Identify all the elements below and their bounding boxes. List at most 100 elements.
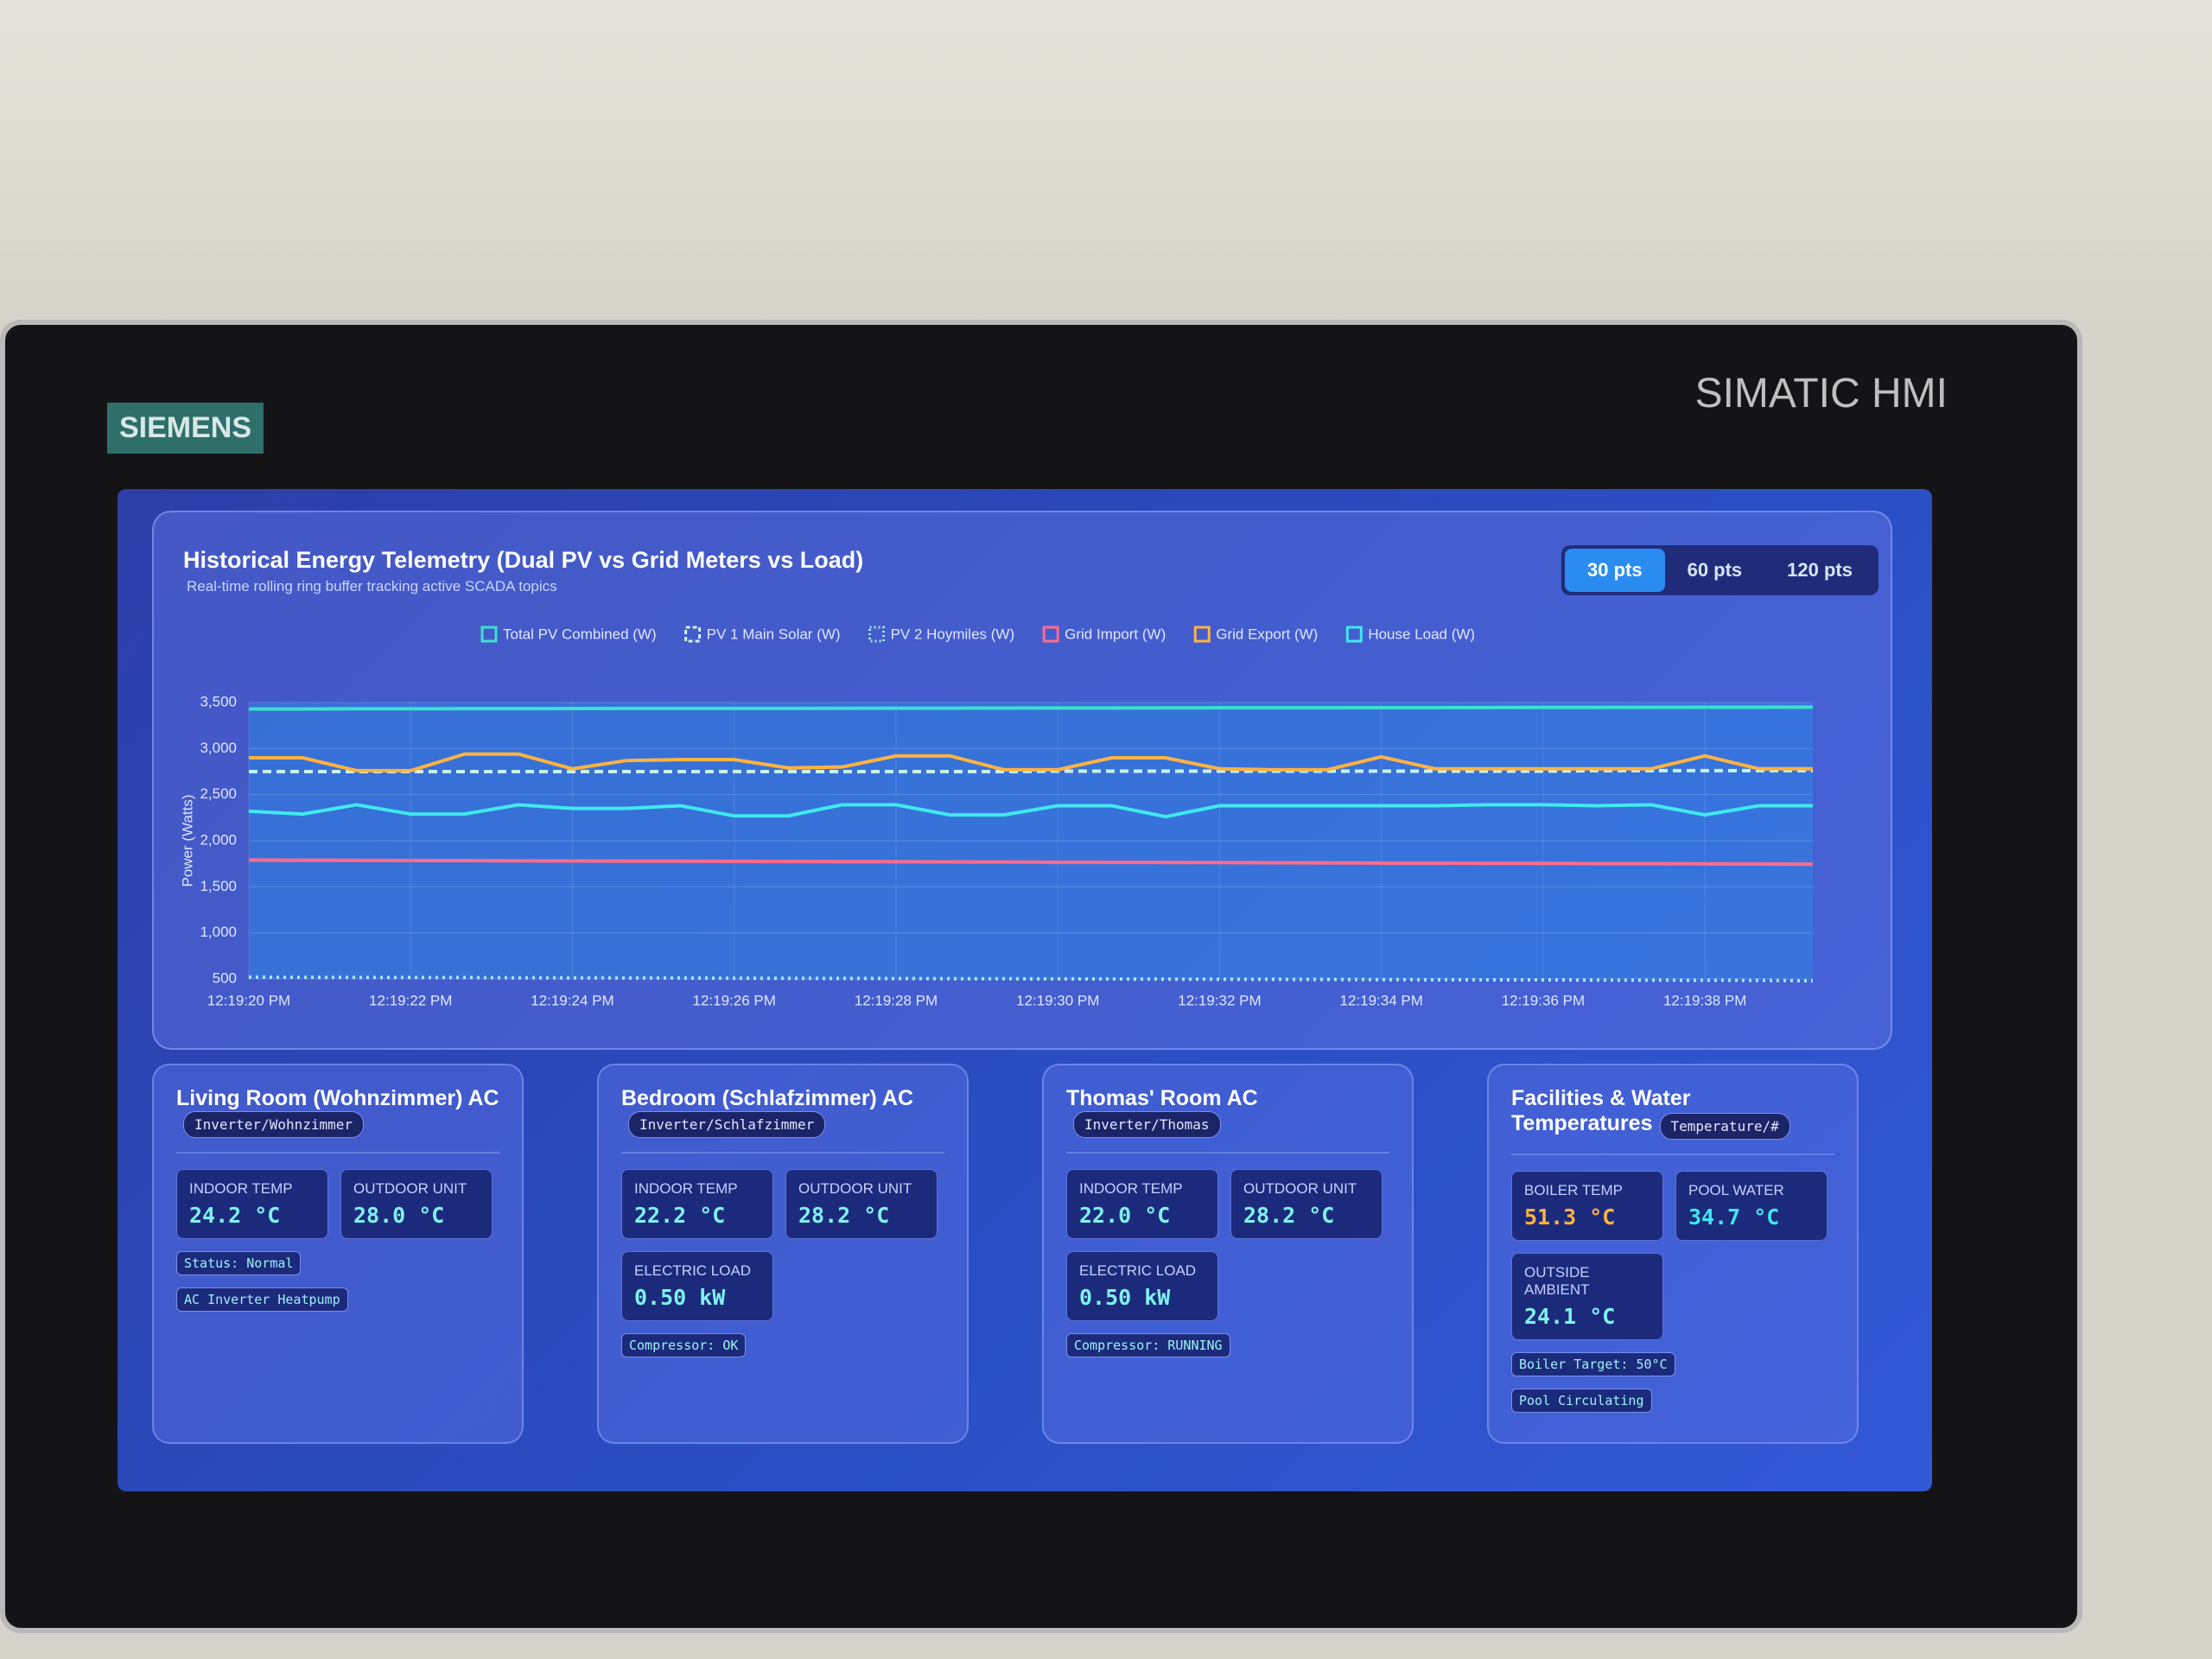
legend-label: Total PV Combined (W) bbox=[503, 626, 657, 642]
metric-box: POOL WATER 34.7 °C bbox=[1675, 1171, 1827, 1242]
card-title: Bedroom (Schlafzimmer) AC bbox=[621, 1086, 914, 1110]
metric-label: OUTDOOR UNIT bbox=[798, 1180, 912, 1197]
y-tick-label: 2,000 bbox=[200, 831, 237, 848]
legend-swatch bbox=[1193, 626, 1211, 643]
status-badge: Boiler Target: 50°C bbox=[1511, 1352, 1675, 1377]
range-button[interactable]: 60 pts bbox=[1687, 559, 1743, 581]
metric-label: POOL WATER bbox=[1688, 1182, 1784, 1199]
status-badge: AC Inverter Heatpump bbox=[176, 1287, 348, 1312]
x-tick-label: 12:19:20 PM bbox=[207, 992, 290, 1008]
legend-label: Grid Import (W) bbox=[1065, 626, 1166, 642]
metric-box: ELECTRIC LOAD 0.50 kW bbox=[1066, 1251, 1218, 1321]
metric-label: ELECTRIC LOAD bbox=[1079, 1262, 1197, 1279]
metric-box: INDOOR TEMP 22.2 °C bbox=[621, 1169, 773, 1239]
metric-label: OUTDOOR UNIT bbox=[1243, 1180, 1357, 1197]
x-tick-label: 12:19:38 PM bbox=[1663, 992, 1746, 1008]
card-title: Thomas' Room AC bbox=[1066, 1086, 1258, 1110]
metric-value: 24.1 °C bbox=[1524, 1304, 1616, 1330]
metric-box: OUTDOOR UNIT 28.2 °C bbox=[785, 1169, 938, 1239]
range-button[interactable]: 30 pts bbox=[1564, 549, 1665, 592]
status-badge: Pool Circulating bbox=[1511, 1389, 1652, 1414]
metric-box: BOILER TEMP 51.3 °C bbox=[1511, 1171, 1663, 1242]
metric-value: 0.50 kW bbox=[634, 1285, 726, 1310]
y-tick-label: 1,000 bbox=[200, 924, 237, 940]
device-card: Thomas' Room ACInverter/Thomas INDOOR TEM… bbox=[1042, 1064, 1414, 1444]
metric-value: 28.2 °C bbox=[798, 1203, 890, 1228]
metric-value: 22.2 °C bbox=[634, 1203, 726, 1228]
metric-value: 0.50 kW bbox=[1079, 1285, 1171, 1310]
metric-label: ELECTRIC LOAD bbox=[634, 1262, 752, 1279]
metric-label: INDOOR TEMP bbox=[189, 1180, 293, 1197]
metrics: INDOOR TEMP 22.0 °C OUTDOOR UNIT 28.2 °C ELE… bbox=[1066, 1169, 1389, 1321]
screen: Historical Energy Telemetry (Dual PV vs … bbox=[118, 489, 1932, 1491]
model-label: SIMATIC HMI bbox=[1694, 371, 1948, 416]
hmi-bezel: SIEMENS SIMATIC HMI Historical Energy Te… bbox=[0, 320, 2082, 1633]
legend-swatch bbox=[684, 626, 702, 643]
status-badge: Status: Normal bbox=[176, 1251, 302, 1275]
series-line bbox=[249, 705, 1814, 711]
metric-value: 28.2 °C bbox=[1243, 1203, 1335, 1228]
metric-label: BOILER TEMP bbox=[1524, 1182, 1623, 1199]
topic-badge: Inverter/Schlafzimmer bbox=[628, 1111, 826, 1138]
chart-title: Historical Energy Telemetry (Dual PV vs … bbox=[183, 547, 864, 573]
x-tick-label: 12:19:32 PM bbox=[1178, 992, 1261, 1008]
card-title: Living Room (Wohnzimmer) AC bbox=[176, 1086, 499, 1110]
card-header: Living Room (Wohnzimmer) ACInverter/Wohn… bbox=[176, 1086, 499, 1154]
series-line bbox=[248, 858, 1814, 867]
legend-label: House Load (W) bbox=[1368, 626, 1475, 642]
series-line bbox=[248, 803, 1813, 819]
brand-logo: SIEMENS bbox=[107, 403, 264, 454]
y-tick-label: 500 bbox=[213, 969, 237, 986]
y-tick-label: 3,500 bbox=[200, 693, 237, 709]
metric-label: OUTDOOR UNIT bbox=[353, 1180, 467, 1197]
topic-badge: Temperature/# bbox=[1659, 1113, 1790, 1141]
legend-swatch bbox=[868, 626, 886, 643]
chart: 500 1,000 1,500 2,000 2,500 3,000 3,500 Power (… bbox=[179, 626, 1814, 1008]
y-tick-label: 3,000 bbox=[200, 740, 237, 756]
legend-label: PV 2 Hoymiles (W) bbox=[891, 626, 1015, 642]
card-header: Thomas' Room ACInverter/Thomas bbox=[1066, 1086, 1389, 1154]
x-tick-label: 12:19:28 PM bbox=[855, 992, 938, 1008]
topic-badge: Inverter/Wohnzimmer bbox=[183, 1111, 365, 1138]
card-title: Facilities & Water Temperatures bbox=[1511, 1086, 1691, 1135]
device-card: Bedroom (Schlafzimmer) ACInverter/Schlaf… bbox=[597, 1064, 969, 1444]
metric-label: OUTSIDE AMBIENT bbox=[1524, 1264, 1590, 1299]
legend-label: PV 1 Main Solar (W) bbox=[707, 626, 841, 642]
x-tick-label: 12:19:30 PM bbox=[1016, 992, 1099, 1008]
legend-swatch bbox=[1042, 626, 1059, 643]
metric-value: 28.0 °C bbox=[353, 1203, 445, 1228]
device-card: Facilities & Water Temperatures Temperatu… bbox=[1487, 1064, 1859, 1444]
metrics: INDOOR TEMP 22.2 °C OUTDOOR UNIT 28.2 °C ELE… bbox=[621, 1169, 944, 1321]
card-header: Bedroom (Schlafzimmer) ACInverter/Schlaf… bbox=[621, 1086, 944, 1154]
range-buttons: 30 pts 60 pts 120 pts bbox=[1560, 545, 1878, 595]
series-line bbox=[249, 752, 1813, 772]
x-tick-label: 12:19:34 PM bbox=[1339, 992, 1422, 1008]
range-button[interactable]: 120 pts bbox=[1787, 559, 1853, 581]
x-tick-label: 12:19:36 PM bbox=[1502, 992, 1585, 1008]
topic-badge: Inverter/Thomas bbox=[1073, 1111, 1221, 1138]
device-card: Living Room (Wohnzimmer) ACInverter/Wohn… bbox=[152, 1064, 524, 1444]
series-line bbox=[248, 975, 1814, 983]
x-tick-label: 12:19:26 PM bbox=[693, 992, 776, 1008]
metric-label: INDOOR TEMP bbox=[1079, 1180, 1183, 1197]
legend-label: Grid Export (W) bbox=[1216, 626, 1318, 642]
plot-area bbox=[249, 702, 1813, 979]
metric-box: OUTSIDE AMBIENT 24.1 °C bbox=[1511, 1253, 1663, 1341]
card-header: Facilities & Water Temperatures Temperatu… bbox=[1511, 1086, 1834, 1156]
status-badge: Compressor: OK bbox=[621, 1333, 747, 1357]
metric-label: INDOOR TEMP bbox=[634, 1180, 738, 1197]
legend-swatch bbox=[1345, 626, 1363, 643]
metrics: BOILER TEMP 51.3 °C POOL WATER 34.7 °C OUTSI… bbox=[1511, 1171, 1834, 1341]
x-tick-label: 12:19:22 PM bbox=[369, 992, 452, 1008]
chart-card: Historical Energy Telemetry (Dual PV vs … bbox=[152, 511, 1892, 1050]
metric-box: INDOOR TEMP 24.2 °C bbox=[176, 1169, 328, 1239]
metric-value: 22.0 °C bbox=[1079, 1203, 1171, 1228]
metrics: INDOOR TEMP 24.2 °C OUTDOOR UNIT 28.0 °C bbox=[176, 1169, 499, 1239]
status-badge: Compressor: RUNNING bbox=[1066, 1333, 1230, 1357]
metric-box: OUTDOOR UNIT 28.0 °C bbox=[340, 1169, 493, 1239]
y-tick-label: 2,500 bbox=[200, 785, 237, 802]
metric-value: 34.7 °C bbox=[1688, 1205, 1780, 1230]
y-tick-label: 1,500 bbox=[200, 878, 237, 894]
y-axis-label: Power (Watts) bbox=[179, 794, 195, 887]
